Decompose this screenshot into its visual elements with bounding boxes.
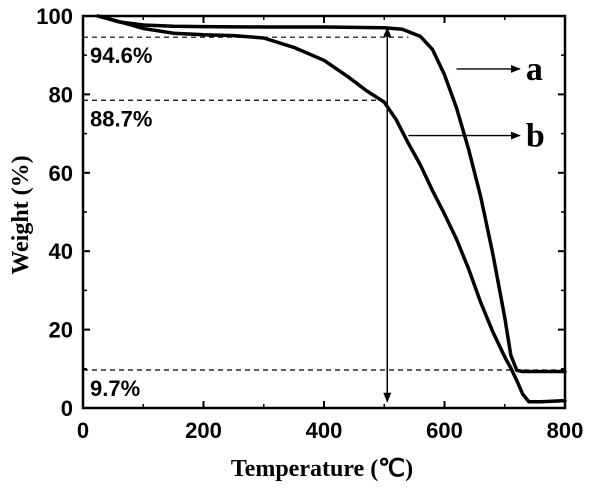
reference-label: 94.6% [90,43,152,68]
x-axis-title: Temperature (℃) [231,456,413,482]
plot-frame [81,14,567,410]
curve-label-b: b [526,118,545,155]
y-tick-label: 20 [49,318,73,343]
annotation-layer: ab [383,26,545,403]
y-tick-label: 60 [49,161,73,186]
series-line-b [96,14,567,404]
y-tick-label: 100 [36,4,73,29]
reference-lines-layer: 94.6% 88.7% 9.7% [83,36,565,401]
axes-layer: 0 200 400 600 800 0 20 40 60 80 100 [36,4,583,443]
x-tick-label: 800 [547,418,584,443]
x-tick-label: 200 [185,418,222,443]
y-axis-title: Weight (%) [8,155,34,274]
y-tick-label: 0 [61,396,73,421]
series-line-a [96,14,567,374]
series-layer [96,14,567,404]
x-tick-label: 400 [306,418,343,443]
x-tick-label: 600 [426,418,463,443]
reference-label: 9.7% [90,376,140,401]
y-tick-label: 40 [49,239,73,264]
x-tick-label: 0 [77,418,89,443]
y-tick-label: 80 [49,82,73,107]
reference-label: 88.7% [90,106,152,131]
curve-label-a: a [526,51,543,88]
